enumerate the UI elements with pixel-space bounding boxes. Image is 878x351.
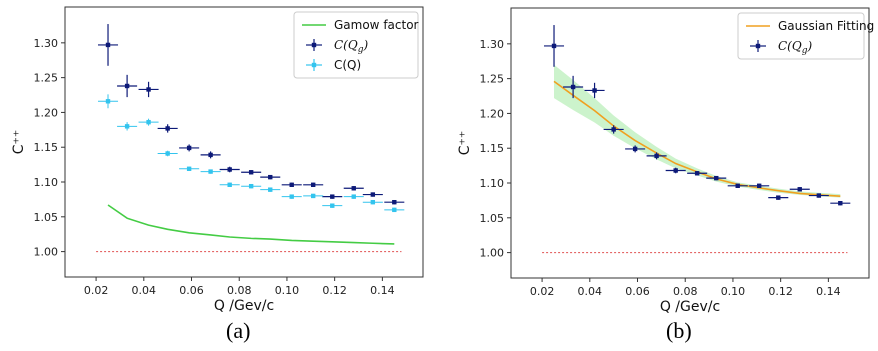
x-tick-label: 0.02 xyxy=(530,285,555,298)
y-tick-label: 1.10 xyxy=(34,176,59,189)
gaussian-fit-line xyxy=(553,80,841,198)
panel-a: 0.02 0.04 0.06 0.08 0.10 0.12 0.14 1.00 1.05 1.10… xyxy=(11,6,424,314)
data-point-cqg xyxy=(611,127,616,132)
y-tick-label: 1.05 xyxy=(480,212,505,225)
gamow-factor-line xyxy=(107,204,395,245)
data-point-cqg xyxy=(268,174,273,180)
x-tick-label: 0.10 xyxy=(275,284,300,297)
data-point-cqg xyxy=(146,87,151,92)
data-point-cqg xyxy=(735,183,740,188)
legend-marker xyxy=(311,62,317,68)
data-point-cqg xyxy=(797,187,802,192)
data-point-cqg xyxy=(330,194,335,199)
data-point-cqg xyxy=(756,183,762,188)
y-tick-label: 1.00 xyxy=(480,247,505,260)
x-tick-label: 0.14 xyxy=(816,285,841,298)
data-point-cqg xyxy=(714,175,719,181)
y-tick-label: 1.00 xyxy=(34,246,59,259)
data-point-cqg xyxy=(838,200,843,206)
x-tick-label: 0.04 xyxy=(132,284,157,297)
y-tick-label: 1.15 xyxy=(34,141,59,154)
y-tick-label: 1.15 xyxy=(480,142,505,155)
data-point-cq xyxy=(330,203,335,208)
data-point-cqg xyxy=(165,126,170,131)
y-axis-label: C⁺⁺ xyxy=(11,130,27,155)
data-point-cq xyxy=(351,194,356,199)
data-point-cq xyxy=(165,151,170,156)
data-point-cq xyxy=(289,194,294,199)
legend-box xyxy=(293,11,419,79)
legend-marker xyxy=(311,42,317,48)
data-point-cqg xyxy=(551,43,557,49)
data-point-cqg xyxy=(289,182,294,187)
data-point-cq xyxy=(248,183,254,189)
x-tick-label: 0.12 xyxy=(768,285,793,298)
caption-a: (a) xyxy=(226,318,251,343)
data-point-cqg xyxy=(105,42,111,48)
data-point-cqg xyxy=(673,168,678,173)
data-point-cqg xyxy=(186,145,192,151)
x-tick-label: 0.06 xyxy=(625,285,650,298)
y-tick-label: 1.10 xyxy=(480,177,505,190)
data-point-cqg xyxy=(816,193,822,198)
data-point-cqg xyxy=(654,153,659,159)
data-point-cqg xyxy=(592,88,597,93)
data-point-cqg xyxy=(208,152,213,158)
data-point-cq xyxy=(186,166,192,171)
fit-uncertainty-band xyxy=(554,64,841,198)
legend-box xyxy=(737,12,865,60)
x-tick-label: 0.10 xyxy=(721,285,746,298)
data-point-cq xyxy=(227,182,232,187)
x-tick-label: 0.08 xyxy=(227,284,252,297)
y-tick-label: 1.25 xyxy=(480,73,505,86)
x-axis-label: Q /Gev/c xyxy=(660,299,720,315)
data-point-cqg xyxy=(370,192,376,197)
plot-frame-a xyxy=(64,6,424,278)
data-point-cqg xyxy=(248,170,254,175)
legend-label: C(Q) xyxy=(334,58,361,72)
data-point-cq xyxy=(146,119,151,125)
x-axis-label: Q /Gev/c xyxy=(214,298,274,314)
plot-frame-b xyxy=(510,7,870,279)
data-point-cqg xyxy=(227,167,232,172)
data-point-cq xyxy=(208,169,213,174)
x-tick-label: 0.12 xyxy=(322,284,347,297)
legend-label: Gamow factor xyxy=(334,18,419,32)
x-tick-label: 0.06 xyxy=(179,284,204,297)
caption-b: (b) xyxy=(666,318,692,343)
data-point-cq xyxy=(124,124,130,129)
data-point-cqg xyxy=(310,182,316,187)
data-point-cq xyxy=(310,193,316,199)
y-tick-label: 1.20 xyxy=(480,107,505,120)
legend-label: Gaussian Fitting xyxy=(778,19,874,33)
data-point-cq xyxy=(392,207,397,213)
x-tick-label: 0.02 xyxy=(84,284,109,297)
y-tick-label: 1.30 xyxy=(34,37,59,50)
data-point-cqg xyxy=(776,195,781,200)
data-point-cqg xyxy=(632,146,638,152)
x-tick-label: 0.14 xyxy=(370,284,395,297)
y-tick-label: 1.25 xyxy=(34,72,59,85)
y-tick-label: 1.30 xyxy=(480,38,505,51)
y-tick-label: 1.20 xyxy=(34,106,59,119)
data-point-cqg xyxy=(124,83,130,89)
x-tick-label: 0.04 xyxy=(578,285,603,298)
data-point-cqg xyxy=(392,199,397,205)
data-point-cqg xyxy=(351,186,356,191)
y-axis-label: C⁺⁺ xyxy=(457,131,473,156)
x-tick-label: 0.08 xyxy=(673,285,698,298)
data-point-cqg xyxy=(694,171,700,176)
y-tick-label: 1.05 xyxy=(34,211,59,224)
data-point-cq xyxy=(105,99,111,104)
data-point-cq xyxy=(370,199,376,205)
data-point-cqg xyxy=(570,84,576,90)
legend-marker xyxy=(755,43,761,49)
panel-b: 0.02 0.04 0.06 0.08 0.10 0.12 0.14 1.00 1.05 1.10… xyxy=(457,7,874,315)
data-point-cq xyxy=(268,187,273,192)
